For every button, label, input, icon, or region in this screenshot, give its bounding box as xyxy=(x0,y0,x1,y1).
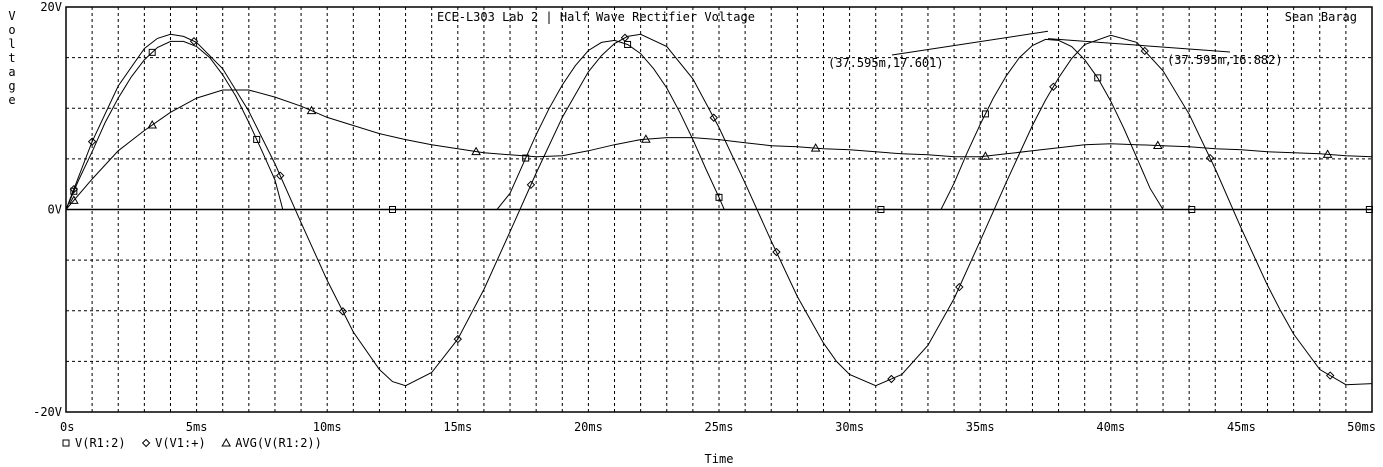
series xyxy=(65,33,1373,387)
marker-square xyxy=(624,40,632,48)
marker-diamond xyxy=(338,307,348,316)
marker-square xyxy=(981,110,989,118)
y-axis-label-letter: l xyxy=(8,37,15,51)
marker-diamond xyxy=(620,33,630,42)
marker-square xyxy=(715,193,723,201)
series-line-triangle xyxy=(65,89,1373,210)
marker-diamond xyxy=(189,37,199,46)
marker-diamond xyxy=(1049,82,1058,91)
marker-square xyxy=(877,206,885,213)
marker-diamond xyxy=(453,334,463,344)
marker-diamond xyxy=(275,171,285,180)
annotation-leader-line xyxy=(1047,38,1231,53)
marker-square xyxy=(522,154,530,162)
x-tick-label: 35ms xyxy=(966,420,995,434)
marker-diamond xyxy=(69,184,79,194)
chart-title: ECE-L303 Lab 2 | Half Wave Rectifier Vol… xyxy=(437,10,755,24)
x-tick-label: 0s xyxy=(60,420,74,434)
x-tick-label: 10ms xyxy=(313,420,342,434)
legend-entry: V(V1:+) xyxy=(155,436,206,450)
legend: V(R1:2) V(V1:+) AVG(V(R1:2)) xyxy=(62,436,322,450)
marker-triangle xyxy=(471,146,481,156)
y-tick-label: -20V xyxy=(33,405,62,419)
marker-triangle xyxy=(810,143,821,152)
marker-diamond xyxy=(526,180,536,190)
annotation-label: (37.595m,16.882) xyxy=(1167,53,1283,67)
marker-diamond xyxy=(1140,46,1149,56)
series-line-square xyxy=(65,38,1372,210)
marker-diamond xyxy=(1205,153,1215,163)
y-axis-label-letter: V xyxy=(8,9,15,23)
x-tick-label: 50ms xyxy=(1347,420,1376,434)
annotation-leader-line xyxy=(891,30,1049,56)
x-axis-label: Time xyxy=(705,452,734,466)
marker-square xyxy=(389,206,396,213)
x-tick-label: 45ms xyxy=(1227,420,1256,434)
x-tick-label: 40ms xyxy=(1096,420,1125,434)
y-tick-label: 20V xyxy=(40,0,62,14)
y-axis-label-letter: g xyxy=(8,79,15,93)
marker-diamond xyxy=(87,137,97,146)
cursor-annotations: (37.595m,17.601) (37.595m,16.882) xyxy=(828,30,1283,70)
y-axis-label: Voltage xyxy=(8,9,15,107)
marker-diamond xyxy=(141,438,151,448)
marker-triangle xyxy=(147,120,158,129)
grid xyxy=(66,7,1372,412)
x-tick-label: 15ms xyxy=(443,420,472,434)
marker-triangle xyxy=(980,151,991,160)
marker-diamond xyxy=(1326,371,1335,380)
y-axis-label-letter: a xyxy=(8,65,15,79)
marker-diamond xyxy=(772,247,781,257)
marker-square xyxy=(1094,74,1102,82)
author-label: Sean Barag xyxy=(1285,10,1357,24)
marker-triangle xyxy=(641,134,651,143)
x-tick-label: 5ms xyxy=(186,420,208,434)
marker-square xyxy=(253,135,261,143)
marker-triangle xyxy=(221,437,232,447)
marker-square xyxy=(62,439,70,447)
x-tick-label: 25ms xyxy=(705,420,734,434)
marker-triangle xyxy=(1152,140,1163,150)
annotation-label: (37.595m,17.601) xyxy=(828,56,944,70)
y-axis-label-letter: t xyxy=(8,51,15,65)
marker-triangle xyxy=(68,195,79,204)
marker-diamond xyxy=(709,113,718,122)
legend-entry: AVG(V(R1:2)) xyxy=(235,436,322,450)
y-axis-label-letter: o xyxy=(8,23,15,37)
marker-diamond xyxy=(955,282,964,292)
marker-triangle xyxy=(1322,149,1333,158)
series-markers xyxy=(68,33,1373,384)
legend-entry: V(R1:2) xyxy=(75,436,126,450)
y-axis-label-letter: e xyxy=(8,93,15,107)
marker-square xyxy=(1188,206,1196,213)
y-tick-label: 0V xyxy=(48,203,62,217)
axes: 0s 5ms 10ms 15ms 20ms 25ms 30ms 35ms 40ms 45ms 50m… xyxy=(33,0,1376,434)
x-tick-label: 30ms xyxy=(835,420,864,434)
marker-square xyxy=(70,187,78,195)
marker-triangle xyxy=(306,105,317,115)
marker-square xyxy=(1365,206,1373,213)
marker-diamond xyxy=(887,374,896,384)
marker-square xyxy=(148,48,156,56)
x-tick-label: 20ms xyxy=(574,420,603,434)
series-line-diamond xyxy=(65,33,1373,387)
